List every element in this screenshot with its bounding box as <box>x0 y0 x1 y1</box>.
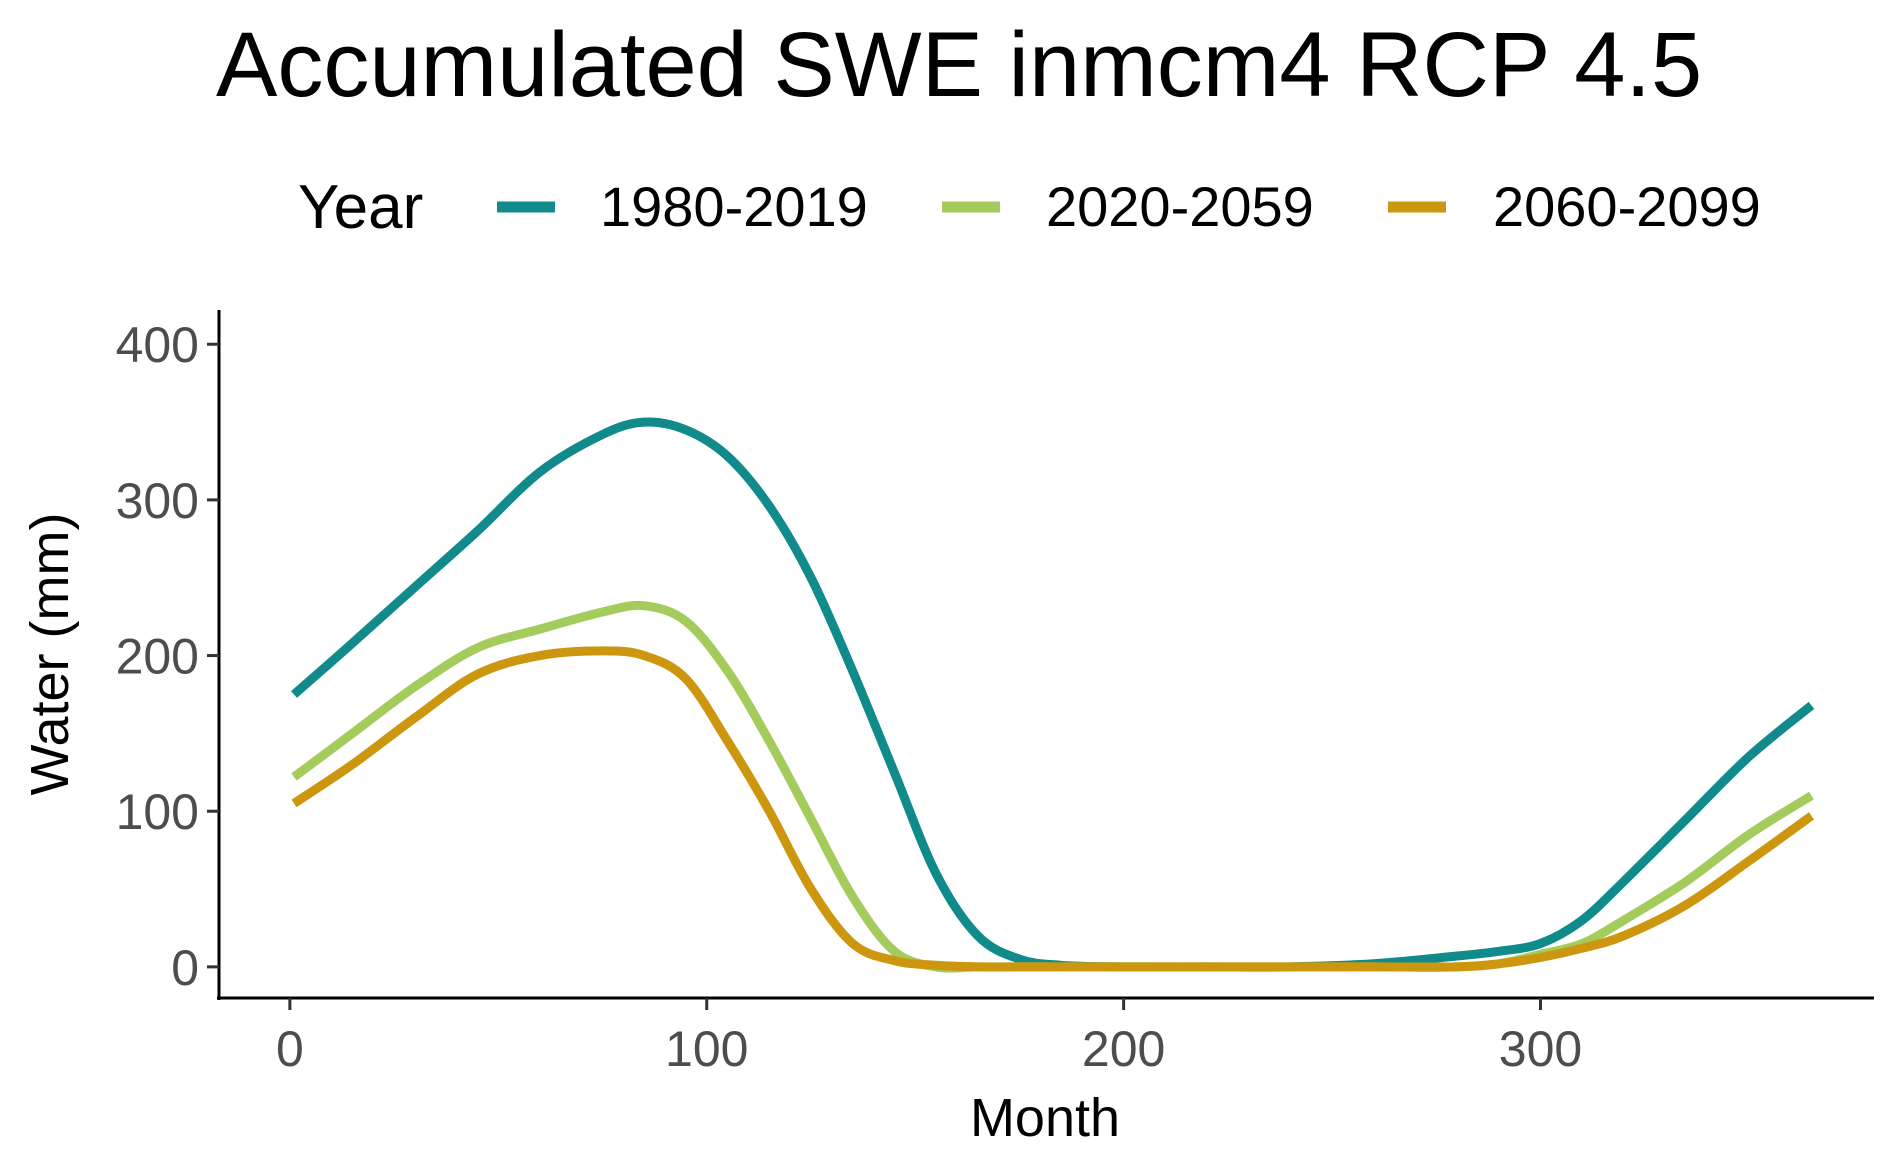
y-ticks: 0 100 200 300 400 <box>116 317 219 996</box>
x-tick-label: 300 <box>1499 1021 1582 1077</box>
series-group <box>291 417 1815 973</box>
legend-title: Year <box>298 173 423 242</box>
legend-label: 2020-2059 <box>1046 175 1314 238</box>
y-tick-label: 100 <box>116 784 199 840</box>
series-line-2060-2099 <box>291 646 1815 972</box>
plot-area: 0 100 200 300 400 0 100 200 300 <box>116 310 1874 1077</box>
chart-title: Accumulated SWE inmcm4 RCP 4.5 <box>216 14 1702 116</box>
y-tick-label: 400 <box>116 317 199 373</box>
x-tick-label: 100 <box>665 1021 748 1077</box>
y-tick-label: 200 <box>116 629 199 685</box>
legend-label: 1980-2019 <box>600 175 868 238</box>
x-ticks: 0 100 200 300 <box>276 998 1582 1077</box>
legend: Year 1980-2019 2020-2059 2060-2099 <box>298 173 1761 242</box>
y-axis-title: Water (mm) <box>20 513 80 796</box>
series-line-1980-2019 <box>291 417 1815 972</box>
x-tick-label: 200 <box>1082 1021 1165 1077</box>
y-tick-label: 0 <box>171 940 199 996</box>
x-axis-title: Month <box>970 1088 1120 1148</box>
x-tick-label: 0 <box>276 1021 304 1077</box>
legend-label: 2060-2099 <box>1493 175 1761 238</box>
y-tick-label: 300 <box>116 473 199 529</box>
